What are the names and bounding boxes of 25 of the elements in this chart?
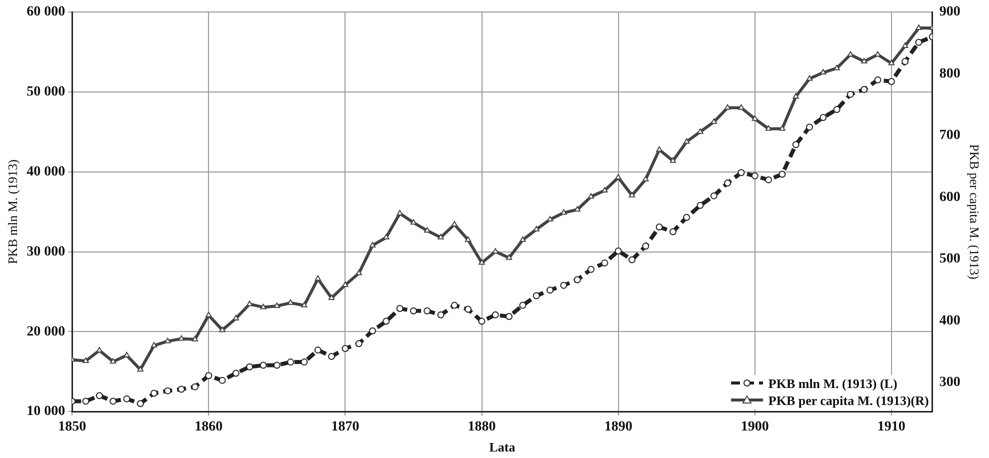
y-axis-title: PKB mln M. (1913) [5,159,20,264]
legend-label: PKB per capita M. (1913)(R) [768,392,929,409]
y2-tick-label: 600 [939,190,960,205]
y2-tick-label: 400 [939,313,960,328]
y2-tick-label: 900 [939,4,960,20]
x-tick-label: 1850 [58,420,86,435]
x-tick-label: 1900 [740,420,769,435]
y-tick-label: 30 000 [26,244,66,260]
x-tick-label: 1890 [604,420,632,435]
x-axis-title: Lata [489,440,516,455]
y2-tick-label: 300 [939,375,960,390]
y-tick-label: 10 000 [26,404,66,420]
y2-tick-label: 800 [939,66,960,82]
y-tick-label: 60 000 [26,4,66,20]
x-tick-label: 1860 [194,420,223,435]
y2-tick-label: 700 [939,128,960,144]
y-tick-label: 20 000 [26,324,66,340]
y-tick-label: 50 000 [26,84,66,100]
y2-tick-label: 500 [939,252,960,267]
x-tick-label: 1870 [331,420,360,435]
x-tick-label: 1910 [877,420,906,435]
legend-label: PKB mln M. (1913) (L) [768,374,898,392]
x-tick-label: 1880 [468,420,496,435]
y-tick-label: 40 000 [26,164,66,180]
y2-axis-title: PKB per capita M. (1913) [966,144,982,280]
